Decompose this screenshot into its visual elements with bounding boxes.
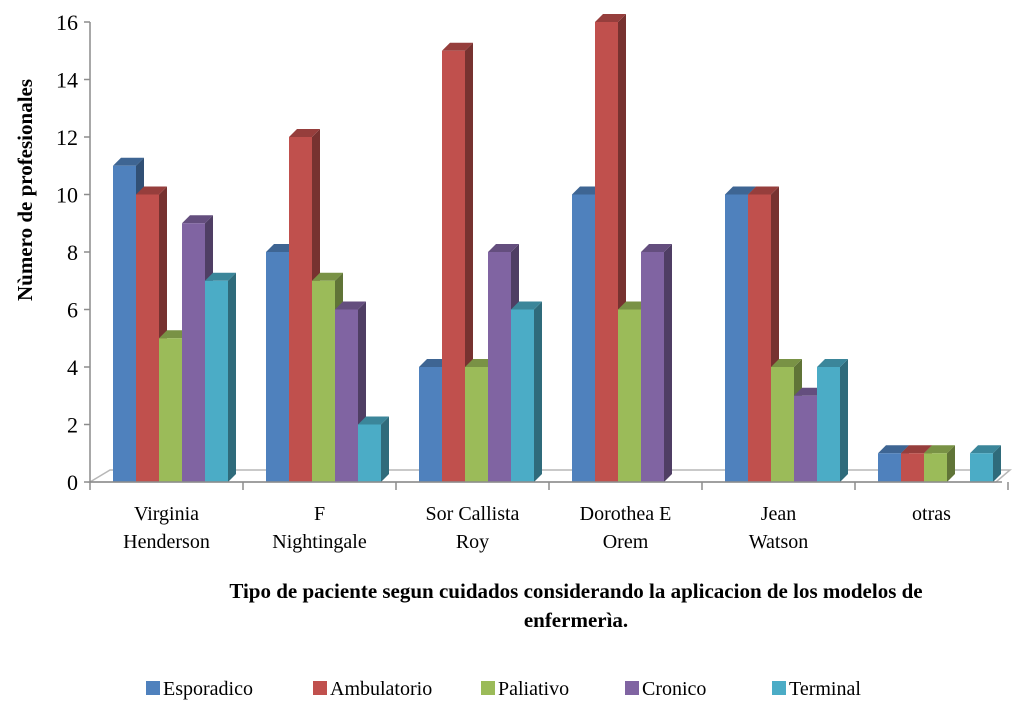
y-axis: 0 2 4 6 8 10 12 14 16 (56, 10, 91, 495)
bar-cronico-3 (641, 244, 672, 482)
y-tick-label: 4 (67, 355, 78, 380)
y-axis-title: Nùmero de profesionales (13, 79, 37, 301)
legend-swatch (772, 681, 786, 695)
x-axis: Virginia Henderson F Nightingale Sor Callist… (89, 481, 1009, 553)
y-tick-label: 14 (56, 68, 78, 93)
legend-swatch (146, 681, 160, 695)
x-tick-label: otras (912, 503, 951, 525)
legend-label: Cronico (642, 678, 706, 700)
x-axis-title: Tipo de paciente segun cuidados consider… (229, 579, 922, 632)
y-tick-label: 0 (67, 470, 78, 495)
legend-label: Ambulatorio (330, 678, 432, 700)
bar-terminal-1 (358, 416, 389, 482)
legend-swatch (481, 681, 495, 695)
y-tick-label: 2 (67, 413, 78, 438)
legend-swatch (313, 681, 327, 695)
x-tick-label: Jean Watson (749, 503, 809, 553)
bar-terminal-4 (817, 359, 848, 482)
legend-label: Paliativo (498, 678, 569, 700)
legend-label: Terminal (789, 678, 861, 700)
bar-terminal-5 (970, 445, 1001, 482)
legend-label: Esporadico (163, 678, 253, 700)
legend-item-paliativo: Paliativo (481, 678, 569, 700)
x-tick-label: F Nightingale (272, 503, 367, 553)
x-tick-label: Virginia Henderson (123, 503, 210, 553)
y-tick-label: 8 (67, 240, 78, 265)
y-tick-label: 6 (67, 298, 78, 323)
x-tick-label: Sor Callista Roy (426, 503, 520, 553)
bar-terminal-0 (205, 272, 236, 482)
y-tick-label: 10 (56, 183, 78, 208)
legend-item-cronico: Cronico (625, 678, 706, 700)
y-tick-label: 16 (56, 10, 78, 35)
legend: Esporadico Ambulatorio Paliativo Cronico Ter… (146, 678, 861, 700)
bars (113, 14, 1001, 482)
legend-item-ambulatorio: Ambulatorio (313, 678, 432, 700)
bar-paliativo-5 (924, 445, 955, 482)
legend-item-esporadico: Esporadico (146, 678, 253, 700)
x-tick-label: Dorothea E Orem (580, 503, 672, 553)
bar-terminal-2 (511, 301, 542, 482)
legend-item-terminal: Terminal (772, 678, 861, 700)
y-tick-label: 12 (56, 125, 78, 150)
legend-swatch (625, 681, 639, 695)
